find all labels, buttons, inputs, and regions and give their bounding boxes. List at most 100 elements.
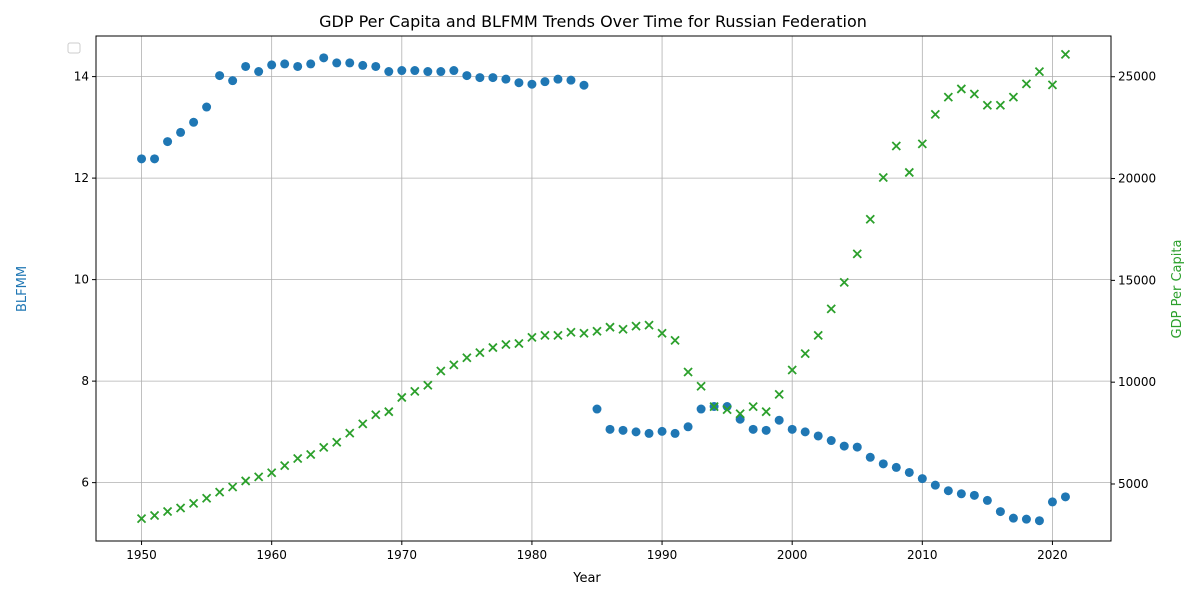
x-tick-label: 1960 <box>256 548 287 562</box>
blfmm-point <box>553 74 563 84</box>
blfmm-point <box>436 67 446 77</box>
gdp-point <box>449 360 459 370</box>
blfmm-point <box>202 102 212 112</box>
plot-frame <box>95 35 1112 542</box>
legend-box <box>67 42 81 54</box>
gdp-point <box>1021 79 1032 89</box>
blfmm-point <box>384 67 394 77</box>
gdp-point <box>358 419 368 429</box>
axis-ticks: 1950 1960 1970 1980 1990 2000 2010 2020 6 8 10 12 14… <box>74 70 1156 562</box>
gdp-point <box>579 328 589 338</box>
blfmm-point <box>150 154 160 164</box>
blfmm-point <box>514 78 524 88</box>
blfmm-point <box>605 424 615 434</box>
right-y-tick-label: 10000 <box>1118 375 1156 389</box>
left-y-tick-label: 8 <box>81 374 89 388</box>
gdp-point <box>319 442 329 452</box>
blfmm-point <box>371 61 381 71</box>
blfmm-point <box>189 117 199 127</box>
blfmm-point <box>904 467 914 477</box>
blfmm-point <box>1034 516 1044 526</box>
gdp-point <box>826 304 836 314</box>
blfmm-point <box>215 71 225 81</box>
left-y-tick-label: 10 <box>74 273 89 287</box>
gdp-point <box>436 366 446 376</box>
gdp-point <box>149 510 160 521</box>
blfmm-point <box>319 53 329 63</box>
gdp-point <box>995 100 1006 110</box>
gdp-point <box>943 92 953 102</box>
gdp-point <box>306 449 316 460</box>
gdp-point <box>162 506 173 517</box>
blfmm-point <box>839 441 849 451</box>
gdp-point <box>800 349 810 359</box>
gdp-point <box>136 513 147 524</box>
gdp-point <box>384 407 394 417</box>
gdp-point <box>787 365 797 375</box>
gdp-point <box>214 487 225 497</box>
blfmm-point <box>865 452 875 462</box>
gdp-point <box>527 332 537 343</box>
blfmm-point <box>462 71 472 81</box>
gdp-point <box>930 109 940 120</box>
left-y-tick-label: 12 <box>74 171 89 185</box>
blfmm-point <box>397 66 407 76</box>
blfmm-point <box>449 66 459 76</box>
blfmm-point <box>410 66 420 76</box>
gdp-point <box>280 461 290 471</box>
blfmm-point <box>761 425 771 435</box>
blfmm-point <box>930 480 940 490</box>
blfmm-point <box>332 58 342 68</box>
gdp-point <box>254 472 264 482</box>
gdp-point <box>201 493 212 503</box>
blfmm-point <box>280 59 290 69</box>
blfmm-point <box>527 79 537 89</box>
blfmm-point <box>241 61 251 71</box>
gdp-point <box>241 476 251 486</box>
x-tick-label: 2000 <box>777 548 808 562</box>
gdp-point <box>956 84 966 94</box>
gdp-point <box>696 381 706 391</box>
gdp-point <box>748 401 758 412</box>
blfmm-point <box>306 59 316 69</box>
blfmm-point <box>358 60 368 70</box>
blfmm-point <box>345 58 355 68</box>
blfmm-point <box>1008 513 1018 523</box>
plot-marks <box>136 49 1071 526</box>
gdp-point <box>605 322 615 332</box>
gdp-point <box>761 407 771 417</box>
blfmm-point <box>774 415 784 425</box>
right-axis-label: GDP Per Capita <box>1170 240 1185 339</box>
x-tick-label: 1950 <box>126 548 157 562</box>
blfmm-point <box>917 474 927 484</box>
chart-title: GDP Per Capita and BLFMM Trends Over Tim… <box>319 12 867 31</box>
gdp-point <box>657 328 667 338</box>
blfmm-point <box>696 404 706 414</box>
left-y-tick-label: 6 <box>81 476 89 490</box>
blfmm-point <box>748 424 758 434</box>
gdp-point <box>462 353 472 363</box>
blfmm-point <box>566 75 576 85</box>
gdp-point <box>475 348 485 358</box>
gdp-point <box>332 437 342 447</box>
blfmm-point <box>501 74 511 84</box>
gdp-point <box>969 89 980 99</box>
blfmm-point <box>618 425 628 435</box>
gdp-point <box>1008 92 1019 102</box>
x-axis-label: Year <box>572 571 601 586</box>
blfmm-point <box>670 428 680 438</box>
gdp-point <box>423 380 433 390</box>
right-y-tick-label: 25000 <box>1118 70 1156 84</box>
blfmm-point <box>631 427 641 437</box>
gdp-point <box>175 503 186 513</box>
x-tick-label: 1980 <box>517 548 548 562</box>
blfmm-point <box>787 424 797 434</box>
gdp-point <box>566 327 576 337</box>
blfmm-point <box>579 80 589 90</box>
gdp-point <box>488 342 498 353</box>
blfmm-point <box>176 127 186 137</box>
blfmm-point <box>1021 514 1031 524</box>
gdp-point <box>904 167 914 178</box>
blfmm-point <box>1047 497 1057 507</box>
x-tick-label: 2020 <box>1037 548 1068 562</box>
